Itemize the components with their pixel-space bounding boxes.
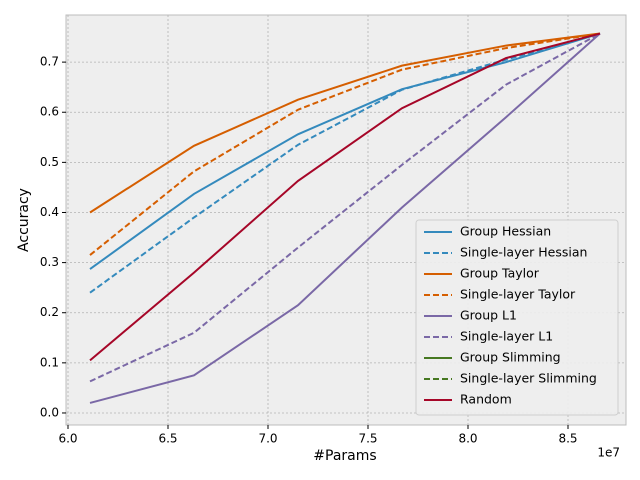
y-axis-label: Accuracy xyxy=(16,188,32,252)
series-line xyxy=(89,32,601,404)
series-line xyxy=(89,32,601,256)
y-tick-label: 0.1 xyxy=(40,355,59,369)
x-tick-label: 8.0 xyxy=(458,432,477,446)
legend-label: Single-layer Taylor xyxy=(460,287,576,302)
x-tick-label: 7.5 xyxy=(358,432,377,446)
legend-label: Single-layer Hessian xyxy=(460,245,587,260)
legend-label: Group Taylor xyxy=(460,266,540,281)
series-line xyxy=(89,32,601,294)
series-line xyxy=(89,32,601,214)
x-tick-label: 6.5 xyxy=(158,432,177,446)
x-axis-label: #Params xyxy=(313,448,376,464)
legend-label: Group L1 xyxy=(460,308,517,323)
x-offset-label: 1e7 xyxy=(597,446,620,460)
legend-label: Random xyxy=(460,392,512,407)
series-line xyxy=(89,32,601,383)
y-tick-label: 0.4 xyxy=(40,205,59,219)
legend-label: Group Hessian xyxy=(460,224,551,239)
y-tick-label: 0.2 xyxy=(40,305,59,319)
y-tick-label: 0.5 xyxy=(40,155,59,169)
legend-label: Single-layer Slimming xyxy=(460,371,597,386)
y-tick-label: 0.7 xyxy=(40,55,59,69)
y-tick-label: 0.6 xyxy=(40,105,59,119)
legend-box xyxy=(415,219,619,416)
y-tick-label: 0.0 xyxy=(40,405,59,419)
series-line xyxy=(89,32,601,270)
legend-label: Single-layer L1 xyxy=(460,329,553,344)
legend-label: Group Slimming xyxy=(460,350,561,365)
x-tick-label: 8.5 xyxy=(558,432,577,446)
x-tick-label: 6.0 xyxy=(58,432,77,446)
x-tick-label: 7.0 xyxy=(258,432,277,446)
y-tick-label: 0.3 xyxy=(40,255,59,269)
series-line xyxy=(89,32,601,362)
